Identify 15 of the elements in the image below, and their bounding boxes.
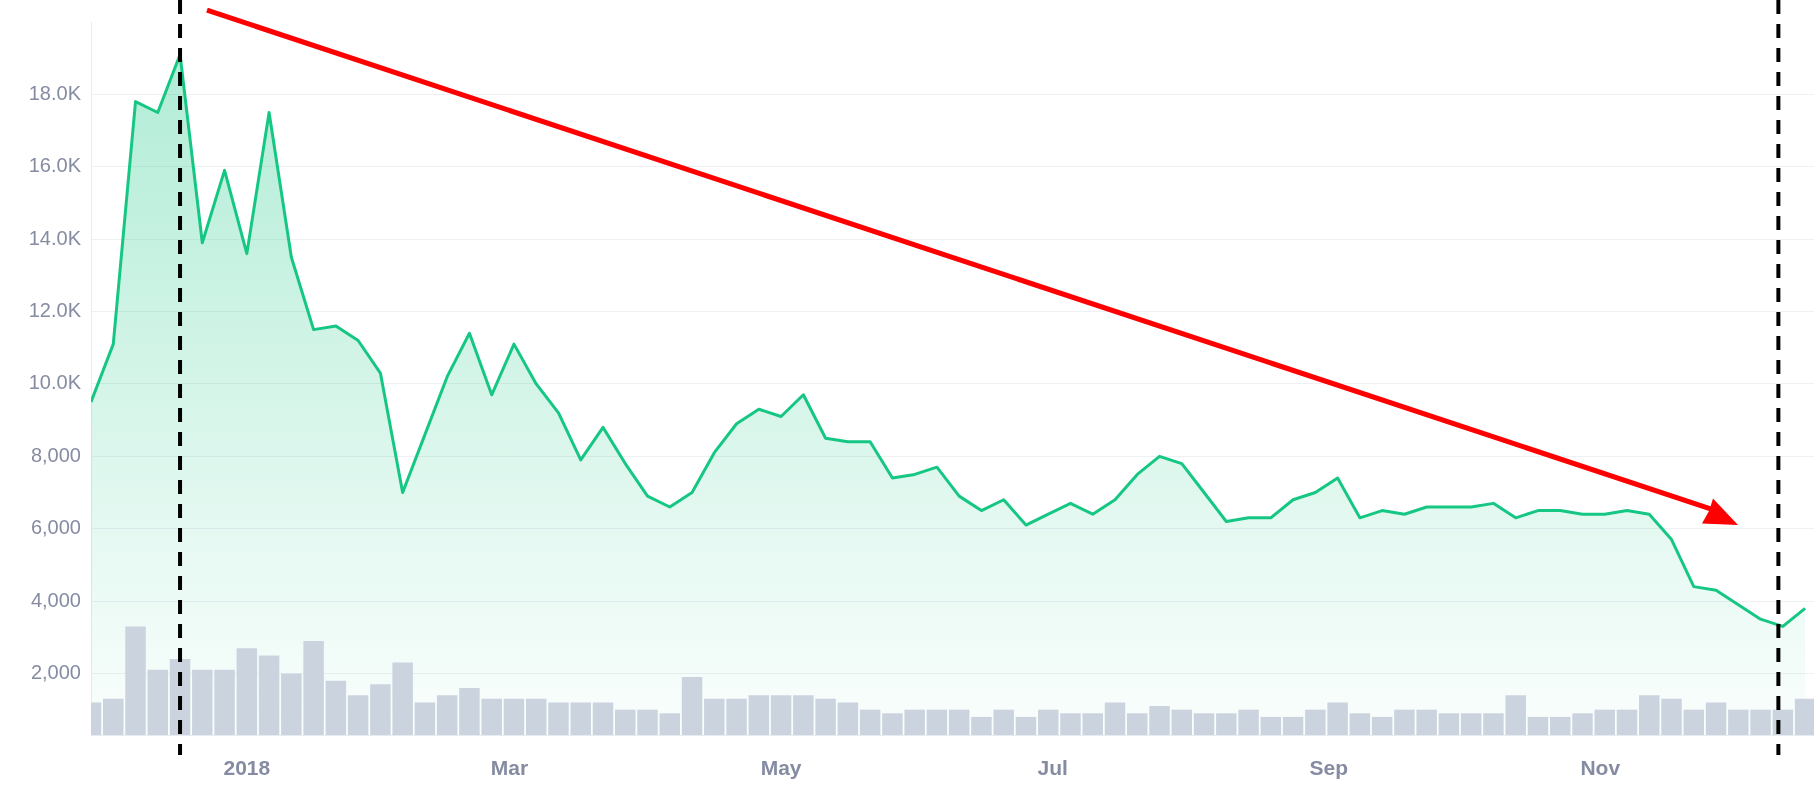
y-tick-label: 10.0K: [28, 371, 82, 394]
y-tick-label: 16.0K: [28, 154, 82, 177]
y-tick-label: 6,000: [30, 516, 81, 539]
y-tick-label: 8,000: [30, 443, 81, 466]
x-tick-label: Sep: [1309, 756, 1348, 780]
y-tick-label: 14.0K: [28, 226, 82, 249]
x-tick-label: May: [760, 756, 802, 780]
x-tick-label: Jul: [1037, 756, 1068, 780]
y-tick-label: 18.0K: [28, 81, 82, 104]
y-tick-label: 2,000: [30, 660, 81, 683]
x-tick-label: Mar: [490, 756, 529, 780]
x-tick-label: Nov: [1580, 756, 1621, 780]
x-tick-label: 2018: [223, 756, 271, 780]
y-tick-label: 4,000: [30, 588, 81, 611]
y-tick-label: 12.0K: [28, 299, 82, 322]
